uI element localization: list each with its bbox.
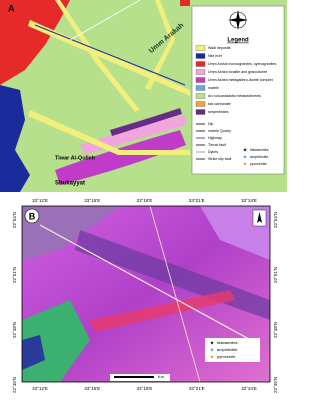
y-coordinate-label: 22°45'N: [12, 377, 17, 393]
x-coordinate-label: 33°21'E: [189, 386, 205, 391]
wadi: [28, 110, 190, 155]
legend-label: Dykes: [208, 150, 218, 154]
legend: Legend Wadi deposits Nile river Umm Anduli…: [191, 5, 285, 175]
wadi: [145, 0, 175, 90]
legend-label: Arc volcaniclastic metasediments: [208, 94, 261, 98]
y-coordinate-label: 22°54'N: [12, 212, 17, 228]
wadi-trace: [149, 205, 201, 383]
legend-label: Nile river: [208, 54, 223, 58]
compass-rose: [228, 10, 248, 30]
legend-label: pyroxenite: [250, 162, 267, 166]
x-coordinate-label: 33°12'E: [32, 198, 48, 203]
wadi-trace: [39, 224, 261, 346]
legend-star: ★: [243, 161, 248, 167]
legend-label: pyroxenite: [217, 354, 236, 359]
legend-label: Umm Anduli monzogranites, syenogranites: [208, 62, 277, 66]
legend-label: talc carbonate: [208, 102, 231, 106]
x-coordinate-label: 33°24'E: [241, 386, 257, 391]
image-region: [22, 206, 120, 260]
legend-star: ★: [243, 147, 248, 153]
legend-label: Umm Ashira tonalite and granodiorite: [208, 70, 267, 74]
legend-swatch: [195, 53, 206, 59]
y-coordinate-label: 22°54'N: [273, 212, 278, 228]
panel-label: B: [29, 211, 36, 221]
legend-label: Thrust fault: [208, 143, 226, 147]
legend-swatch: [195, 93, 206, 99]
metagabbro-area: [55, 130, 186, 185]
page: A Umm Arakah Tiwar Al-Qulleh Shukayyat L…: [0, 0, 287, 393]
serpentinite-area: [110, 108, 182, 136]
legend-label: Highway: [208, 136, 222, 140]
place-name: Shukayyat: [55, 181, 85, 187]
image-region: [90, 290, 235, 332]
legend-title: Legend: [227, 38, 249, 44]
image-region: [200, 206, 270, 260]
image-region: [22, 335, 45, 370]
granite-area: [0, 0, 70, 85]
legend-label: Umm Ashira metagabbro-diorite complex: [208, 78, 273, 82]
legend-label: Wadi deposits: [208, 46, 231, 50]
image-frame: [21, 205, 271, 383]
wadi: [55, 0, 140, 112]
legend-swatch: [195, 109, 206, 115]
figure: A Umm Arakah Tiwar Al-Qulleh Shukayyat L…: [0, 0, 287, 393]
y-coordinate-label: 22°48'N: [273, 322, 278, 338]
legend-label: serpentinites: [208, 110, 229, 114]
x-coordinate-label: 33°15'E: [84, 386, 100, 391]
x-coordinate-label: 33°18'E: [137, 198, 153, 203]
highway: [34, 24, 186, 86]
legend-box: [191, 5, 285, 175]
granite-area: [180, 0, 190, 6]
legend-swatch: [195, 101, 206, 107]
legend-swatch: [195, 77, 206, 83]
legend-label: amphibolite: [217, 347, 238, 352]
panel-b: B Km: [21, 205, 271, 383]
legend-label: Strike slip fault: [208, 157, 231, 161]
legend-label: Dip: [208, 122, 213, 126]
legend-label: marble: [208, 86, 219, 90]
legend-swatch: [195, 85, 206, 91]
legend-star: ★: [210, 340, 215, 346]
panel-label-badge: [24, 208, 40, 224]
x-coordinate-label: 33°15'E: [84, 198, 100, 203]
legend-label: marble Quarry: [208, 129, 231, 133]
y-coordinate-label: 22°45'N: [273, 377, 278, 393]
legend-star: ★: [210, 347, 215, 353]
scale-unit: Km: [158, 374, 165, 379]
x-coordinate-label: 33°21'E: [189, 198, 205, 203]
legend-swatch: [195, 69, 206, 75]
legend-swatch: [195, 45, 206, 51]
y-coordinate-label: 22°51'N: [273, 267, 278, 283]
north-arrow-head: [257, 212, 262, 223]
place-name: Tiwar Al-Qulleh: [55, 155, 96, 161]
legend-star: ★: [243, 154, 248, 160]
legend-label: listwaenites: [217, 340, 238, 345]
x-coordinate-label: 33°24'E: [241, 198, 257, 203]
scale-bar: [114, 376, 154, 378]
x-coordinate-label: 33°18'E: [137, 386, 153, 391]
x-coordinate-label: 33°12'E: [32, 386, 48, 391]
rock-legend-box: [205, 338, 260, 362]
legend-label: amphibolite: [250, 155, 268, 159]
dyke: [69, 0, 141, 41]
nile-river: [0, 85, 30, 192]
legend-star: ★: [210, 354, 215, 360]
legend-label: listwaenites: [250, 148, 269, 152]
panel-label: A: [8, 3, 15, 13]
wadi: [28, 20, 190, 96]
legend-swatch: [195, 61, 206, 67]
y-coordinate-label: 22°48'N: [12, 322, 17, 338]
y-coordinate-label: 22°51'N: [12, 267, 17, 283]
